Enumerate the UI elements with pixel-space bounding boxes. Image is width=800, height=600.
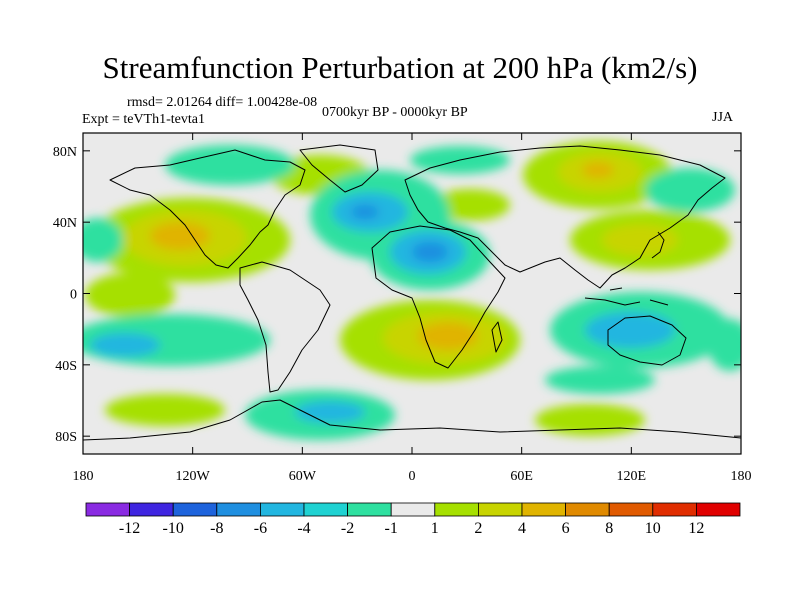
colorbar-swatch [129, 502, 174, 517]
contour-field [83, 141, 741, 440]
contour-region [295, 401, 365, 423]
contour-region [418, 322, 478, 350]
colorbar-swatch [390, 502, 436, 517]
y-tick-label: 0 [70, 288, 77, 303]
colorbar-label: 4 [518, 520, 526, 537]
colorbar-label: 8 [605, 520, 613, 537]
x-tick-label: 60W [289, 469, 317, 484]
colorbar-label: -10 [163, 520, 184, 537]
y-tick-label: 40N [53, 216, 77, 231]
y-tick-label: 80N [53, 145, 77, 160]
coastline-greenland [299, 144, 379, 193]
coastline-south-america [239, 261, 331, 393]
contour-region [90, 333, 160, 357]
contour-region [708, 319, 741, 371]
x-tick-label: 180 [731, 469, 752, 484]
contour-region [105, 394, 225, 426]
coastlines [83, 144, 741, 441]
contour-region [602, 224, 678, 256]
colorbar-label: 12 [688, 520, 704, 537]
coastline-eurasia [404, 145, 726, 289]
colorbar-label: 6 [562, 520, 570, 537]
colorbar-label: -6 [254, 520, 267, 537]
colorbar-label: -4 [297, 520, 310, 537]
coastline-australia [607, 315, 687, 366]
contour-region [535, 404, 645, 436]
x-tick-label: 0 [409, 469, 416, 484]
colorbar-label: 1 [431, 520, 439, 537]
contour-region [150, 222, 210, 250]
coastline-madagascar [491, 321, 503, 353]
contour-region [85, 273, 175, 317]
contour-region [165, 145, 295, 185]
coastline-japan [651, 231, 665, 259]
colorbar-label: 10 [645, 520, 661, 537]
x-tick-label: 120E [617, 469, 647, 484]
y-tick-label: 40S [55, 359, 77, 374]
contour-region [351, 205, 379, 219]
x-tick-label: 120W [176, 469, 211, 484]
colorbar-label: -1 [385, 520, 398, 537]
x-tick-label: 60E [510, 469, 533, 484]
colorbar-swatch [172, 502, 218, 517]
contour-region [582, 162, 614, 178]
colorbar-swatch [565, 502, 610, 517]
colorbar-swatch [347, 502, 392, 517]
contour-region [645, 168, 735, 212]
contour-region [545, 366, 655, 394]
contour-region [412, 242, 448, 262]
colorbar-label: -12 [119, 520, 140, 537]
colorbar-swatch [85, 502, 130, 517]
experiment-label: Expt = teVTh1-tevta1 [82, 112, 205, 127]
chart-title: Streamfunction Perturbation at 200 hPa (… [102, 50, 698, 85]
period-label: 0700kyr BP - 0000kyr BP [322, 105, 468, 120]
colorbar-swatch [696, 502, 741, 517]
stats-label: rmsd= 2.01264 diff= 1.00428e-08 [127, 95, 318, 110]
colorbar-label: 2 [474, 520, 482, 537]
colorbar-swatch [652, 502, 697, 517]
colorbar-swatch [434, 502, 479, 517]
season-label: JJA [712, 110, 734, 125]
y-tick-label: 80S [55, 430, 77, 445]
colorbar-swatch [216, 502, 261, 517]
contour-region [430, 189, 510, 221]
colorbar-swatch [259, 502, 305, 517]
colorbar-swatch [303, 502, 348, 517]
contour-region [83, 218, 123, 262]
colorbar-swatch [608, 502, 654, 517]
colorbar-swatch [521, 502, 566, 517]
coastline-antarctica [83, 399, 741, 441]
coastline-indonesia [584, 287, 669, 306]
coastline-africa [371, 225, 506, 369]
coastline-north-america [109, 149, 306, 269]
x-tick-label: 180 [73, 469, 94, 484]
colorbar-label: -2 [341, 520, 354, 537]
colorbar-label: -8 [210, 520, 223, 537]
colorbar-swatch [477, 502, 523, 517]
